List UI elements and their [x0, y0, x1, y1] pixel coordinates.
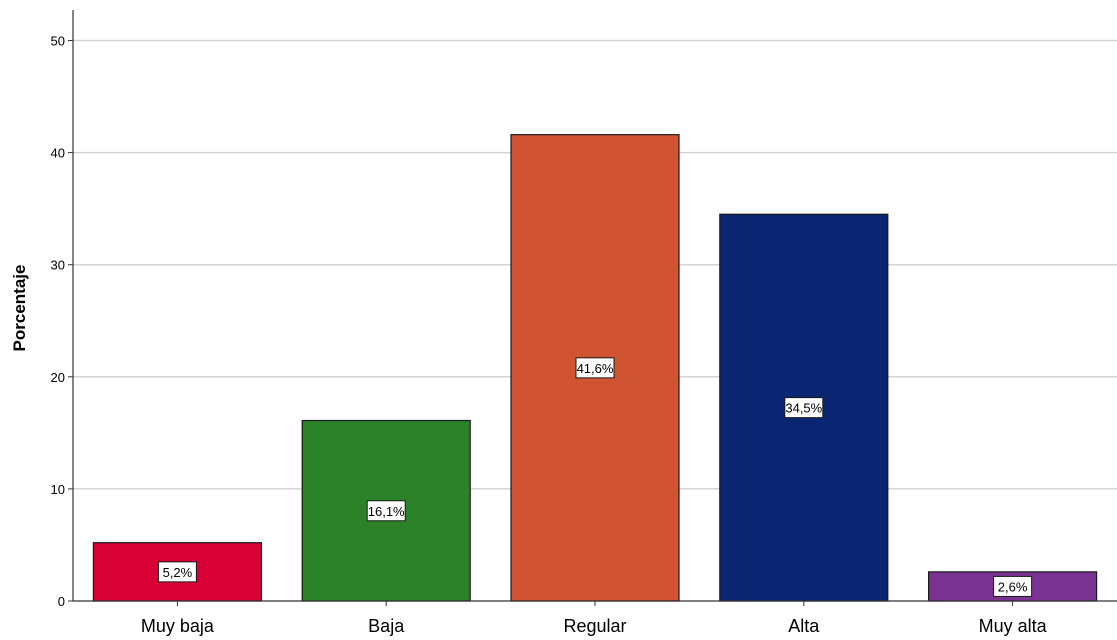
data-label-box: [784, 397, 824, 419]
category-label: Regular: [563, 616, 626, 636]
data-label-box: [575, 357, 615, 379]
category-label: Muy alta: [979, 616, 1048, 636]
data-label-box: [366, 500, 406, 522]
y-tick-label: 0: [58, 594, 65, 609]
data-label-box: [993, 575, 1033, 597]
data-label: 5,2%: [163, 565, 193, 580]
category-label: Alta: [788, 616, 820, 636]
y-tick-label: 10: [51, 482, 65, 497]
y-tick-label: 30: [51, 258, 65, 273]
category-label: Muy baja: [141, 616, 215, 636]
y-tick-label: 40: [51, 146, 65, 161]
y-axis-ticks: 0 10 20 30 40 50: [51, 34, 73, 609]
category-label: Baja: [368, 616, 405, 636]
bars: 5,2% 16,1% 41,6% 34,5% 2,6%: [92, 134, 1098, 602]
y-tick-label: 50: [51, 34, 65, 49]
data-label-box: [157, 561, 197, 583]
y-tick-label: 20: [51, 370, 65, 385]
y-axis-label: Porcentaje: [10, 265, 29, 352]
data-label: 34,5%: [785, 401, 822, 416]
category-labels: Muy baja Baja Regular Alta Muy alta: [141, 601, 1048, 636]
data-label: 41,6%: [577, 361, 614, 376]
data-label: 2,6%: [998, 579, 1028, 594]
data-label: 16,1%: [368, 504, 405, 519]
